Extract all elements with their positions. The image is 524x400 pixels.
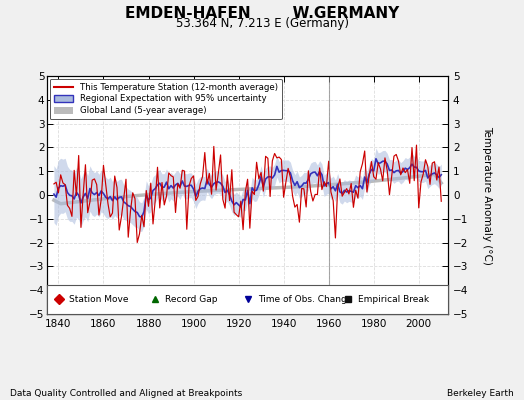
Legend: This Temperature Station (12-month average), Regional Expectation with 95% uncer: This Temperature Station (12-month avera… [50, 78, 282, 119]
Text: EMDEN-HAFEN        W.GERMANY: EMDEN-HAFEN W.GERMANY [125, 6, 399, 21]
Y-axis label: Temperature Anomaly (°C): Temperature Anomaly (°C) [482, 126, 492, 264]
Text: Empirical Break: Empirical Break [358, 294, 429, 304]
Text: Berkeley Earth: Berkeley Earth [447, 389, 514, 398]
Text: Time of Obs. Change: Time of Obs. Change [258, 294, 352, 304]
Text: Record Gap: Record Gap [166, 294, 218, 304]
Text: 53.364 N, 7.213 E (Germany): 53.364 N, 7.213 E (Germany) [176, 17, 348, 30]
Text: Station Move: Station Move [69, 294, 129, 304]
Text: Data Quality Controlled and Aligned at Breakpoints: Data Quality Controlled and Aligned at B… [10, 389, 243, 398]
